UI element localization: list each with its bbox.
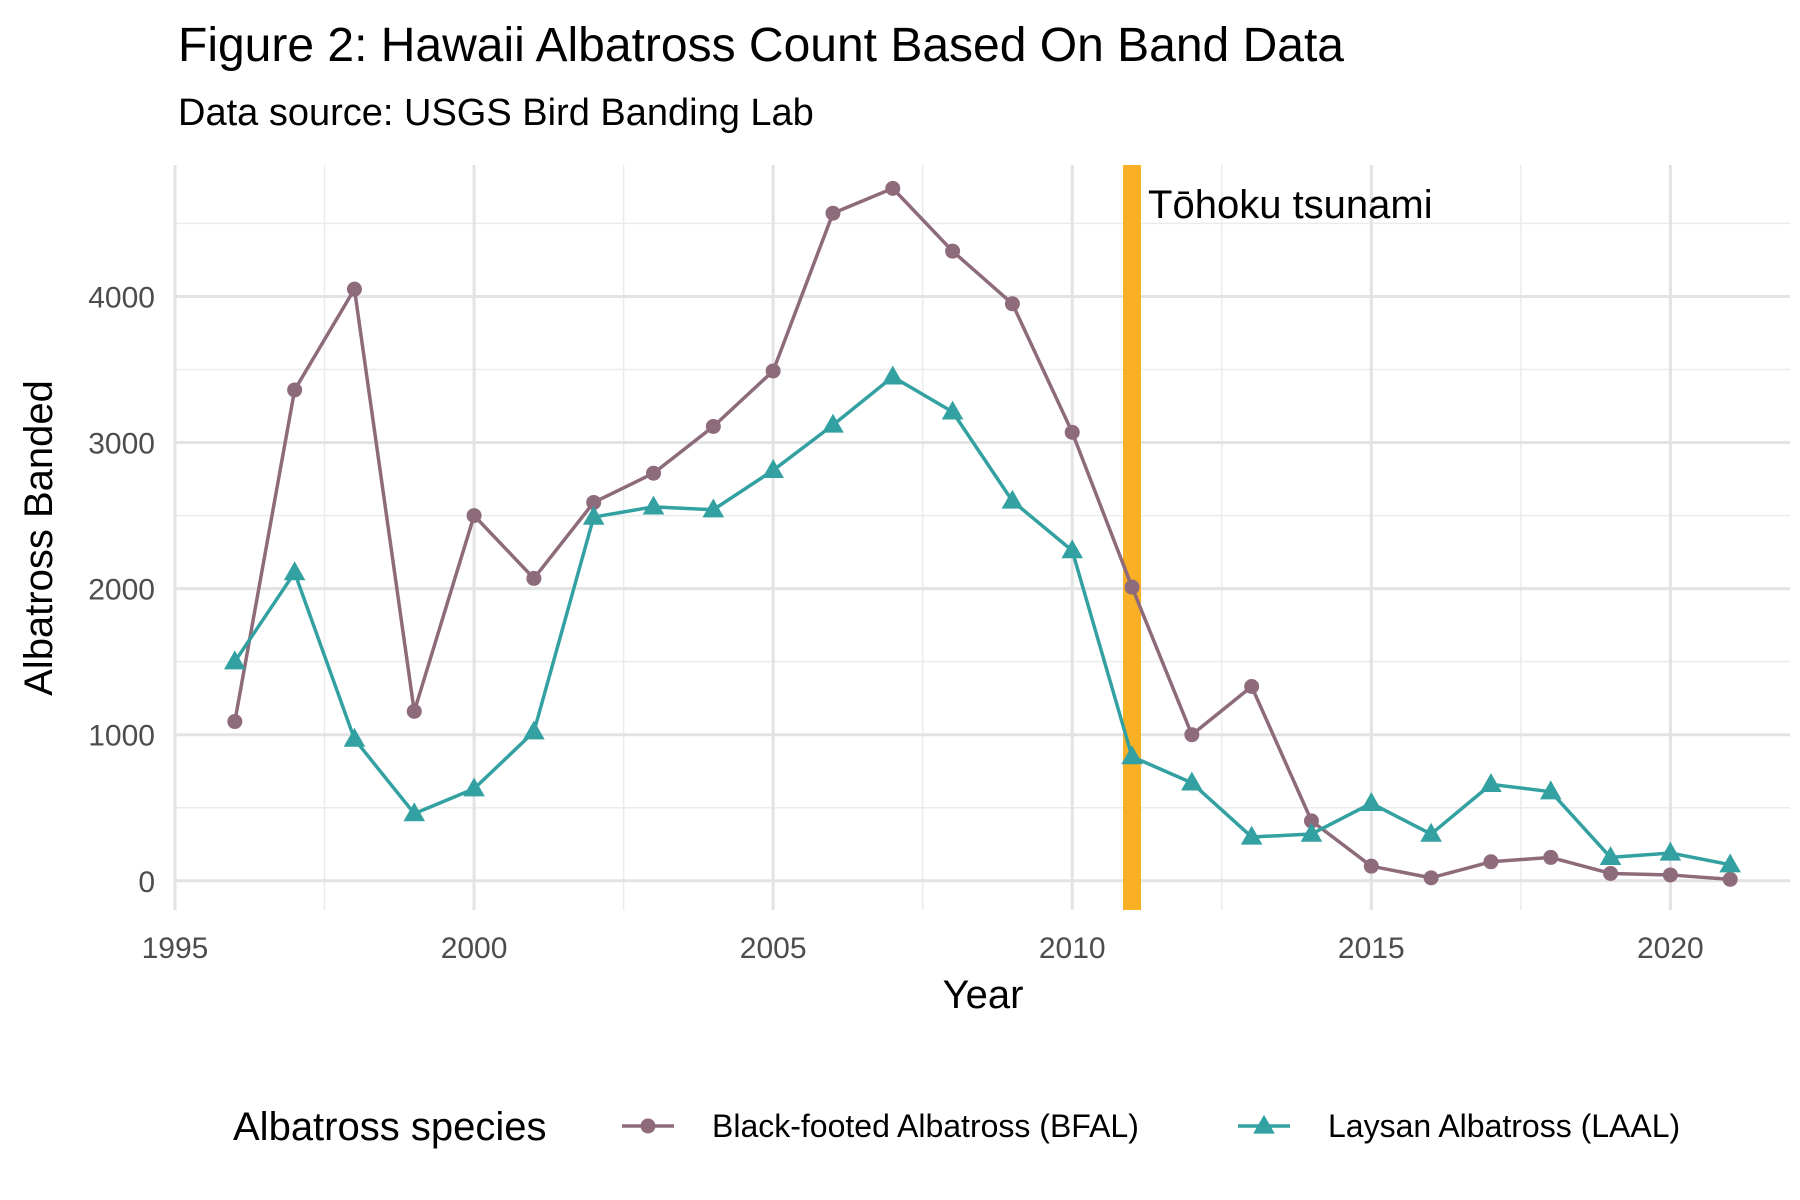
legend-key-marker: [640, 1118, 656, 1134]
data-point: [646, 465, 662, 481]
data-point: [1121, 745, 1143, 765]
x-axis-title: Year: [943, 973, 1024, 1017]
chart-subtitle: Data source: USGS Bird Banding Lab: [178, 92, 814, 134]
data-point: [466, 508, 482, 524]
data-point: [586, 494, 602, 510]
legend-item-black-footed-albatross-bfal: Black-footed Albatross (BFAL): [622, 1108, 1139, 1144]
data-point: [642, 495, 665, 515]
grid-layer: [173, 165, 1790, 910]
data-point: [1363, 858, 1379, 874]
data-point: [287, 382, 303, 398]
data-point: [1539, 780, 1562, 800]
y-tick-label: 1000: [88, 720, 155, 753]
data-point: [463, 777, 485, 797]
data-point: [283, 561, 306, 581]
legend-key-marker: [1253, 1114, 1275, 1134]
data-point: [1420, 822, 1442, 842]
x-tick-label: 2005: [740, 932, 807, 965]
data-point: [1662, 867, 1678, 883]
x-tick-label: 2000: [441, 932, 508, 965]
legend-item-label: Black-footed Albatross (BFAL): [712, 1108, 1139, 1144]
data-point: [885, 180, 901, 196]
legend: Albatross species Black-footed Albatross…: [233, 1105, 1680, 1149]
chart-title: Figure 2: Hawaii Albatross Count Based O…: [178, 19, 1344, 72]
data-point: [1722, 871, 1738, 887]
axis-layer: 1995 2000 2005 2010 2015 2020 0 1000 2000 3000 400…: [88, 281, 1703, 965]
data-point: [1423, 870, 1439, 886]
data-point: [825, 205, 841, 221]
y-tick-label: 3000: [88, 428, 155, 461]
data-point: [941, 400, 964, 420]
data-point: [1603, 865, 1619, 881]
data-point: [1240, 825, 1263, 845]
data-point: [1483, 854, 1499, 870]
data-point: [702, 498, 725, 518]
data-point: [406, 703, 422, 719]
x-tick-label: 2010: [1039, 932, 1106, 965]
x-tick-label: 1995: [142, 932, 209, 965]
data-point: [227, 714, 243, 730]
data-point: [1184, 727, 1200, 743]
data-point: [881, 365, 904, 385]
annotation-layer: Tōhoku tsunami: [1123, 165, 1433, 910]
data-point: [1244, 679, 1260, 694]
data-point: [1300, 822, 1323, 842]
data-point: [1181, 771, 1203, 791]
y-tick-label: 2000: [88, 574, 155, 607]
y-tick-label: 0: [138, 866, 155, 899]
data-point: [822, 413, 844, 433]
data-point: [1064, 424, 1080, 440]
data-point: [1719, 853, 1741, 873]
data-point: [1360, 792, 1383, 812]
data-point: [945, 243, 961, 259]
data-point: [582, 505, 605, 525]
x-tick-label: 2020: [1637, 932, 1704, 965]
data-point: [762, 459, 784, 478]
data-point: [1001, 489, 1024, 509]
data-point: [705, 418, 721, 434]
data-point: [224, 650, 246, 670]
series-black-footed-albatross-bfal: [227, 180, 1738, 887]
series-line: [233, 375, 1731, 867]
data-point: [765, 363, 781, 379]
y-axis-title: Albatross Banded: [17, 380, 61, 696]
data-point: [1061, 539, 1084, 559]
data-point: [1543, 849, 1559, 865]
data-point: [343, 727, 366, 747]
data-point: [1659, 841, 1682, 861]
data-point: [1480, 773, 1502, 793]
data-point: [346, 281, 362, 297]
series-layer: [224, 180, 1741, 887]
legend-item-laysan-albatross-laal: Laysan Albatross (LAAL): [1238, 1108, 1680, 1144]
y-tick-label: 4000: [88, 281, 155, 314]
data-point: [1599, 846, 1622, 866]
data-point: [1004, 296, 1020, 312]
series-laysan-albatross-laal: [224, 365, 1741, 873]
data-point: [1303, 813, 1319, 829]
legend-item-label: Laysan Albatross (LAAL): [1328, 1108, 1680, 1144]
data-point: [523, 720, 545, 740]
data-point: [403, 802, 426, 822]
legend-title: Albatross species: [233, 1105, 546, 1149]
data-point: [1124, 579, 1140, 595]
data-point: [526, 570, 542, 586]
tsunami-annotation-label: Tōhoku tsunami: [1148, 183, 1433, 227]
x-tick-label: 2015: [1338, 932, 1405, 965]
series-line: [233, 186, 1731, 882]
